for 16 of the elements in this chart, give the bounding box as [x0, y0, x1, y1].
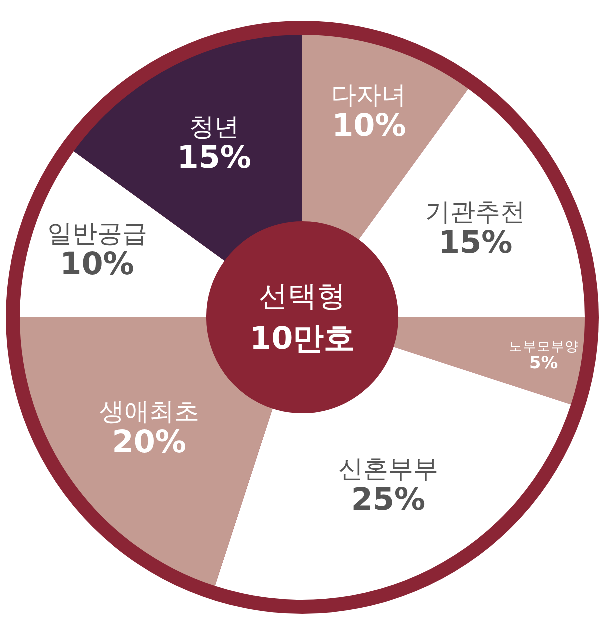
text: 10만호	[250, 321, 356, 357]
data-label: 15%	[438, 225, 513, 262]
data-label: 20%	[112, 424, 186, 461]
data-label: 15%	[177, 140, 252, 176]
slice-label: 다자녀	[332, 80, 407, 110]
text: 선택형	[259, 279, 346, 313]
slice-label: 기관추천	[426, 198, 526, 227]
slice-label: 신혼부부	[338, 454, 438, 484]
slice-label: 일반공급	[47, 219, 148, 248]
data-label: 5%	[529, 352, 558, 373]
slice-label: 청년	[189, 112, 240, 142]
slice-label: 생애최초	[99, 397, 200, 426]
data-label: 25%	[351, 482, 426, 518]
data-label: 10%	[60, 246, 134, 283]
slice-label: 노부모부양	[508, 338, 579, 355]
data-label: 10%	[332, 108, 406, 144]
